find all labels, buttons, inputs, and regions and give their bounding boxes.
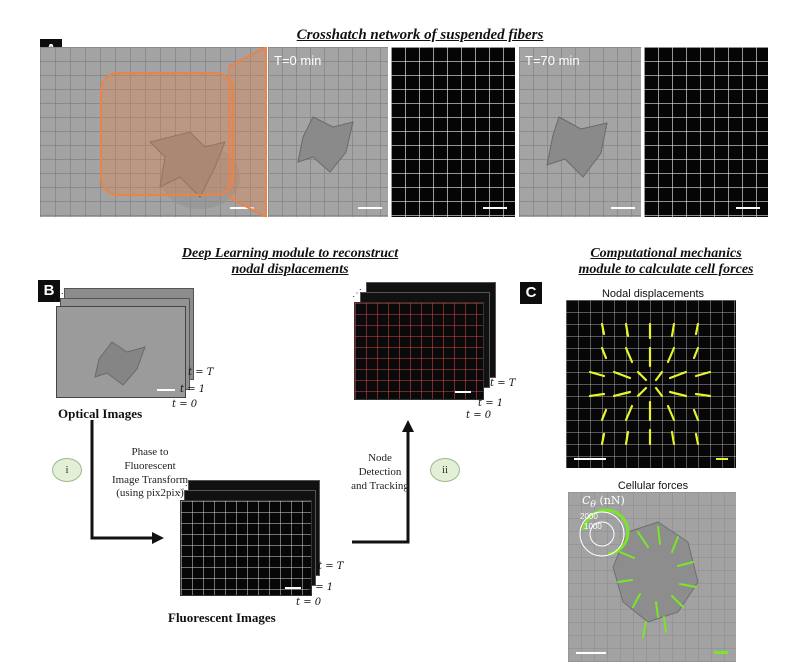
time-label-t70: T=70 min — [525, 53, 580, 68]
panel-b-title: Deep Learning module to reconstruct noda… — [140, 246, 440, 278]
time-label-0: t = 0 — [172, 399, 198, 410]
legend-unit: (nN) — [599, 494, 625, 507]
step-i-badge: i — [52, 458, 82, 482]
legend-subscript: θ — [590, 499, 596, 511]
step-i-text-4: (using pix2pix) — [116, 487, 184, 500]
optical-images-caption: Optical Images — [58, 406, 143, 421]
panel-a-optical-t0: T=0 min — [268, 47, 388, 217]
legend-tick-2000: 2000 — [580, 512, 598, 521]
panel-a-fluorescent-t70 — [644, 47, 768, 217]
force-field — [568, 492, 736, 662]
fiber-grid-optical-t0 — [268, 47, 388, 217]
step-ii-text: Node Detection and Tracking — [350, 452, 410, 493]
tracked-image — [354, 302, 484, 400]
force-legend-label: Cθ (nN) — [582, 494, 625, 510]
scale-bar — [736, 207, 760, 209]
step-ii-text-2: Detection — [358, 465, 402, 478]
panel-a-title: Crosshatch network of suspended fibers — [296, 27, 544, 43]
tracked-image-grid — [355, 303, 483, 399]
fluorescent-images-caption: Fluorescent Images — [168, 610, 276, 625]
panel-c-title-line2: module to calculate cell forces — [578, 262, 754, 278]
time-label-1: t = 1 — [308, 582, 334, 593]
step-ii-text-3: and Tracking — [351, 479, 409, 492]
cellular-forces-map: Cθ (nN) 2000 1000 — [568, 492, 736, 662]
legend-symbol: C — [582, 494, 591, 507]
stack-ellipsis: ⋰ — [352, 288, 362, 299]
time-label-0: t = 0 — [296, 597, 322, 608]
displacement-grid — [566, 300, 736, 468]
stack-ellipsis: ⋰ — [54, 292, 64, 303]
fiber-grid-optical-t70 — [519, 47, 641, 217]
fiber-grid-fluorescent-t0 — [391, 47, 515, 217]
scale-bar — [358, 207, 382, 209]
scale-bar — [455, 391, 471, 393]
panel-c-title: Computational mechanics module to calcul… — [546, 246, 786, 278]
displacement-scale-bar — [716, 458, 728, 460]
panel-c-title-line1: Computational mechanics — [590, 246, 742, 261]
legend-tick-1000: 1000 — [584, 522, 602, 531]
scale-bar — [157, 389, 175, 391]
zoom-connector — [228, 47, 267, 217]
step-i-text: Phase to Fluorescent Image Transform (us… — [100, 446, 200, 501]
fluorescent-image — [180, 500, 312, 596]
scale-bar — [611, 207, 635, 209]
highlight-region — [100, 72, 234, 196]
nodal-displacement-map — [566, 300, 736, 468]
time-label-T: t = T — [188, 367, 214, 378]
force-scale-arrow — [714, 651, 728, 654]
scale-bar — [230, 207, 254, 209]
panel-a-fluorescent-t0 — [391, 47, 515, 217]
time-label-0: t = 0 — [466, 410, 492, 421]
panel-b-title-line2: nodal displacements — [231, 262, 349, 278]
scale-bar — [483, 207, 507, 209]
arrow-step-i — [90, 420, 164, 544]
time-label-t0: T=0 min — [274, 53, 322, 68]
panel-b-title-line1: Deep Learning module to reconstruct — [181, 246, 399, 261]
cellular-forces-title: Cellular forces — [617, 480, 689, 492]
scale-bar — [576, 652, 606, 654]
fiber-grid-fluorescent-t70 — [644, 47, 768, 217]
optical-image — [56, 306, 186, 398]
arrow-step-ii — [352, 420, 414, 544]
panel-c-label: C — [520, 282, 542, 304]
panel-a-optical-t70: T=70 min — [519, 47, 641, 217]
time-label-T: t = T — [490, 378, 516, 389]
step-i-text-1: Phase to — [131, 446, 169, 458]
step-i-text-2: Fluorescent — [124, 459, 176, 472]
stack-ellipsis: ⋰ — [178, 484, 188, 495]
fluorescent-image-grid — [181, 501, 311, 595]
nodal-displacements-title: Nodal displacements — [601, 288, 705, 300]
scale-bar — [285, 587, 301, 589]
scale-bar — [574, 458, 606, 460]
step-i-text-3: Image Transform — [111, 473, 189, 486]
time-label-1: t = 1 — [478, 398, 504, 409]
panel-b-label: B — [38, 280, 60, 302]
optical-image-cell — [57, 307, 185, 397]
step-ii-badge: ii — [430, 458, 460, 482]
step-ii-text-1: Node — [368, 452, 392, 464]
time-label-T: t = T — [318, 561, 344, 572]
time-label-1: t = 1 — [180, 384, 206, 395]
